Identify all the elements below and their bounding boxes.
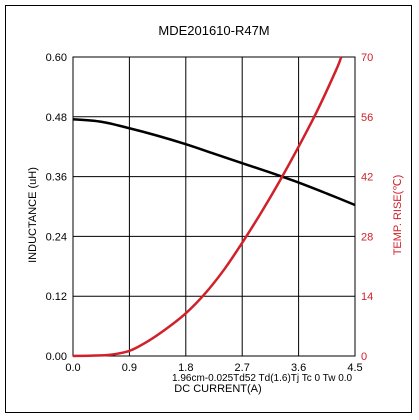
x-tick-label: 0.9 — [122, 362, 137, 374]
tick-labels: 0.0 0.9 1.8 2.7 3.6 4.5 0.00 0.12 0.24 0.36 0.48 0.… — [46, 52, 374, 374]
y2-tick-label: 0 — [361, 351, 367, 363]
y2-axis-label: TEMP. RISE(℃) — [392, 175, 404, 256]
y2-tick-label: 70 — [361, 52, 373, 64]
y2-tick-label: 14 — [361, 291, 373, 303]
x-tick-label: 4.5 — [347, 362, 362, 374]
y2-tick-label: 56 — [361, 112, 373, 124]
chart-frame — [5, 5, 412, 413]
plot-area — [72, 56, 356, 357]
y-tick-label: 0.36 — [46, 172, 67, 184]
y-axis-label: INDUCTANCE (uH) — [27, 167, 39, 263]
y2-tick-label: 28 — [361, 231, 373, 243]
chart-title: MDE201610-R47M — [158, 23, 269, 38]
y-tick-label: 0.48 — [46, 112, 67, 124]
y-tick-label: 0.00 — [46, 351, 67, 363]
overlay-text: 1.96cm-0.025Td52 Td(1.6)Tj Tc 0 Tw 0.0 — [172, 373, 353, 384]
x-tick-label: 1.8 — [178, 362, 193, 374]
y-tick-label: 0.60 — [46, 52, 67, 64]
temp-rise-line — [72, 56, 343, 358]
grid — [73, 57, 355, 356]
x-tick-label: 2.7 — [235, 362, 250, 374]
y2-tick-label: 42 — [361, 172, 373, 184]
y-tick-label: 0.24 — [46, 231, 67, 243]
inductance-line — [72, 118, 356, 207]
y-tick-label: 0.12 — [46, 291, 67, 303]
x-tick-label: 0.0 — [65, 362, 80, 374]
x-axis-label: DC CURRENT(A) — [174, 383, 261, 395]
series-layer — [72, 56, 356, 358]
x-tick-label: 3.6 — [291, 362, 306, 374]
